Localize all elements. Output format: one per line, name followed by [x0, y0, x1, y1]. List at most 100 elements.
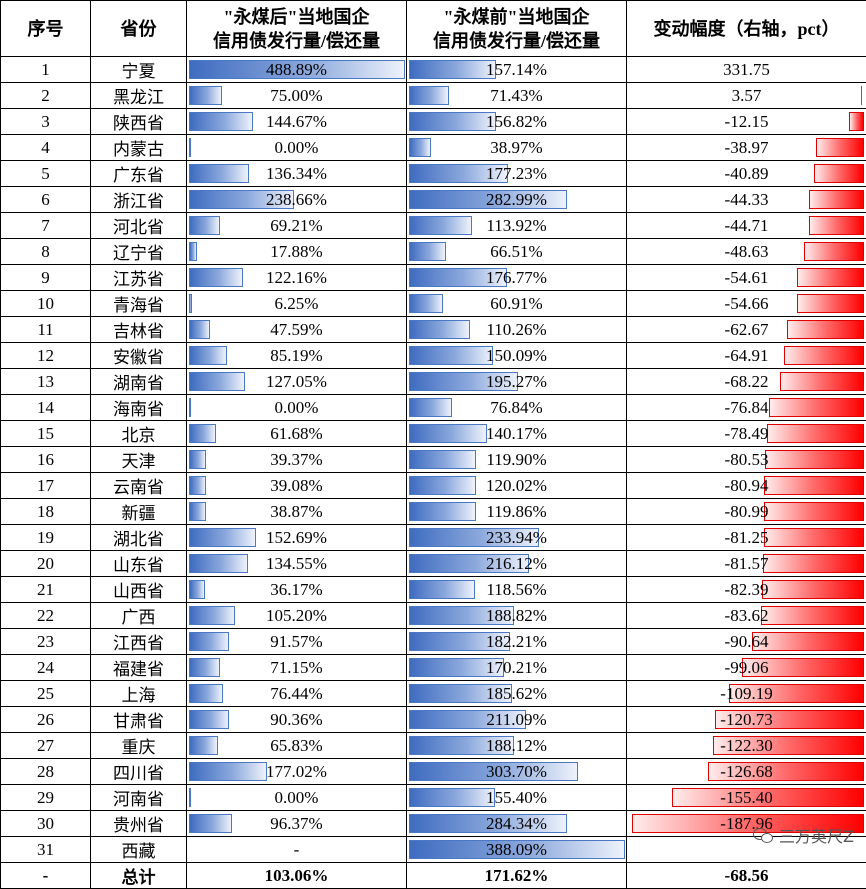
row-change: -122.30 [627, 733, 866, 759]
change-bar [784, 346, 864, 365]
row-before-value: 118.56% [486, 580, 546, 599]
row-province-name: 重庆 [122, 738, 156, 757]
after-bar [189, 632, 229, 651]
row-after-value: 488.89% [266, 60, 327, 79]
row-change: -78.49 [627, 421, 866, 447]
row-change-value: -68.22 [725, 372, 769, 391]
row-before: 113.92% [407, 213, 627, 239]
row-province-name: 四川省 [113, 764, 164, 783]
row-index-value: 21 [37, 580, 54, 599]
row-after-value: 144.67% [266, 112, 327, 131]
header-after-line2: 信用债发行量/偿还量 [187, 29, 406, 53]
row-index-value: 1 [41, 60, 50, 79]
after-bar [189, 762, 267, 781]
after-bar [189, 320, 210, 339]
row-index-value: 19 [37, 528, 54, 547]
after-bar [189, 86, 222, 105]
row-after-value: 39.37% [270, 450, 322, 469]
row-province: 西藏 [91, 837, 187, 863]
row-after-value: 152.69% [266, 528, 327, 547]
row-before: 388.09% [407, 837, 627, 863]
row-before-value: 388.09% [486, 840, 547, 859]
row-before: 211.09% [407, 707, 627, 733]
row-index-value: 10 [37, 294, 54, 313]
row-province-name: 山西省 [113, 582, 164, 601]
row-before: 120.02% [407, 473, 627, 499]
row-province-name: 甘肃省 [113, 712, 164, 731]
row-after-value: 75.00% [270, 86, 322, 105]
row-index-value: 9 [41, 268, 50, 287]
row-change: -80.99 [627, 499, 866, 525]
row-change: -76.84 [627, 395, 866, 421]
row-after: 122.16% [187, 265, 407, 291]
row-after: 134.55% [187, 551, 407, 577]
row-after-value: 39.08% [270, 476, 322, 495]
row-province-name: 浙江省 [113, 192, 164, 211]
row-change: -62.67 [627, 317, 866, 343]
row-change: -48.63 [627, 239, 866, 265]
row-index: 3 [1, 109, 91, 135]
row-change-value: -109.19 [720, 684, 772, 703]
row-change-value: -48.63 [725, 242, 769, 261]
row-change: -54.66 [627, 291, 866, 317]
row-change-value: -81.57 [725, 554, 769, 573]
row-before: 119.90% [407, 447, 627, 473]
row-before-value: 120.02% [486, 476, 547, 495]
row-index: 24 [1, 655, 91, 681]
row-before-value: 170.21% [486, 658, 547, 677]
row-province-name: 广东省 [113, 166, 164, 185]
row-province-name: 湖北省 [113, 530, 164, 549]
row-change: -155.40 [627, 785, 866, 811]
row-index: 13 [1, 369, 91, 395]
row-index-value: 18 [37, 502, 54, 521]
row-change: -44.71 [627, 213, 866, 239]
row-change: 3.57 [627, 83, 866, 109]
row-change-value: -44.33 [725, 190, 769, 209]
row-before-value: 71.43% [490, 86, 542, 105]
row-after-value: 103.06% [265, 866, 329, 885]
change-bar [763, 554, 864, 573]
change-bar [764, 476, 864, 495]
row-index-value: 23 [37, 632, 54, 651]
row-province-name: 新疆 [122, 504, 156, 523]
row-change: -90.64 [627, 629, 866, 655]
row-province: 河北省 [91, 213, 187, 239]
row-before-value: 176.77% [486, 268, 547, 287]
row-after: 6.25% [187, 291, 407, 317]
row-after: 65.83% [187, 733, 407, 759]
row-province: 安徽省 [91, 343, 187, 369]
row-after-value: 238.66% [266, 190, 327, 209]
row-index: 2 [1, 83, 91, 109]
row-index: 29 [1, 785, 91, 811]
row-province: 湖北省 [91, 525, 187, 551]
row-before-value: 76.84% [490, 398, 542, 417]
row-change: -82.39 [627, 577, 866, 603]
row-index: 5 [1, 161, 91, 187]
row-before: 303.70% [407, 759, 627, 785]
row-change-value: -82.39 [725, 580, 769, 599]
row-index-value: 26 [37, 710, 54, 729]
row-province-name: 江西省 [113, 634, 164, 653]
row-before: 155.40% [407, 785, 627, 811]
row-change: -12.15 [627, 109, 866, 135]
row-before: 140.17% [407, 421, 627, 447]
after-bar [189, 242, 197, 261]
row-change-value: -44.71 [725, 216, 769, 235]
row-change: -83.62 [627, 603, 866, 629]
header-change: 变动幅度（右轴，pct） [627, 1, 866, 57]
row-after-value: 90.36% [270, 710, 322, 729]
row-after: 17.88% [187, 239, 407, 265]
row-index: 31 [1, 837, 91, 863]
row-after-value: 0.00% [275, 398, 319, 417]
row-before: 150.09% [407, 343, 627, 369]
row-before-value: 284.34% [486, 814, 547, 833]
row-province: 宁夏 [91, 57, 187, 83]
change-bar [787, 320, 864, 339]
